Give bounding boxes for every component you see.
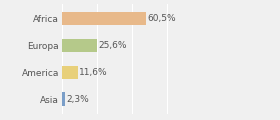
Text: 25,6%: 25,6%	[99, 41, 127, 50]
Bar	[62, 12, 146, 25]
Text: 2,3%: 2,3%	[66, 95, 89, 104]
Bar	[62, 39, 97, 52]
Bar	[62, 66, 78, 79]
Bar	[62, 92, 65, 106]
Text: 60,5%: 60,5%	[148, 14, 176, 23]
Text: 11,6%: 11,6%	[79, 68, 108, 77]
